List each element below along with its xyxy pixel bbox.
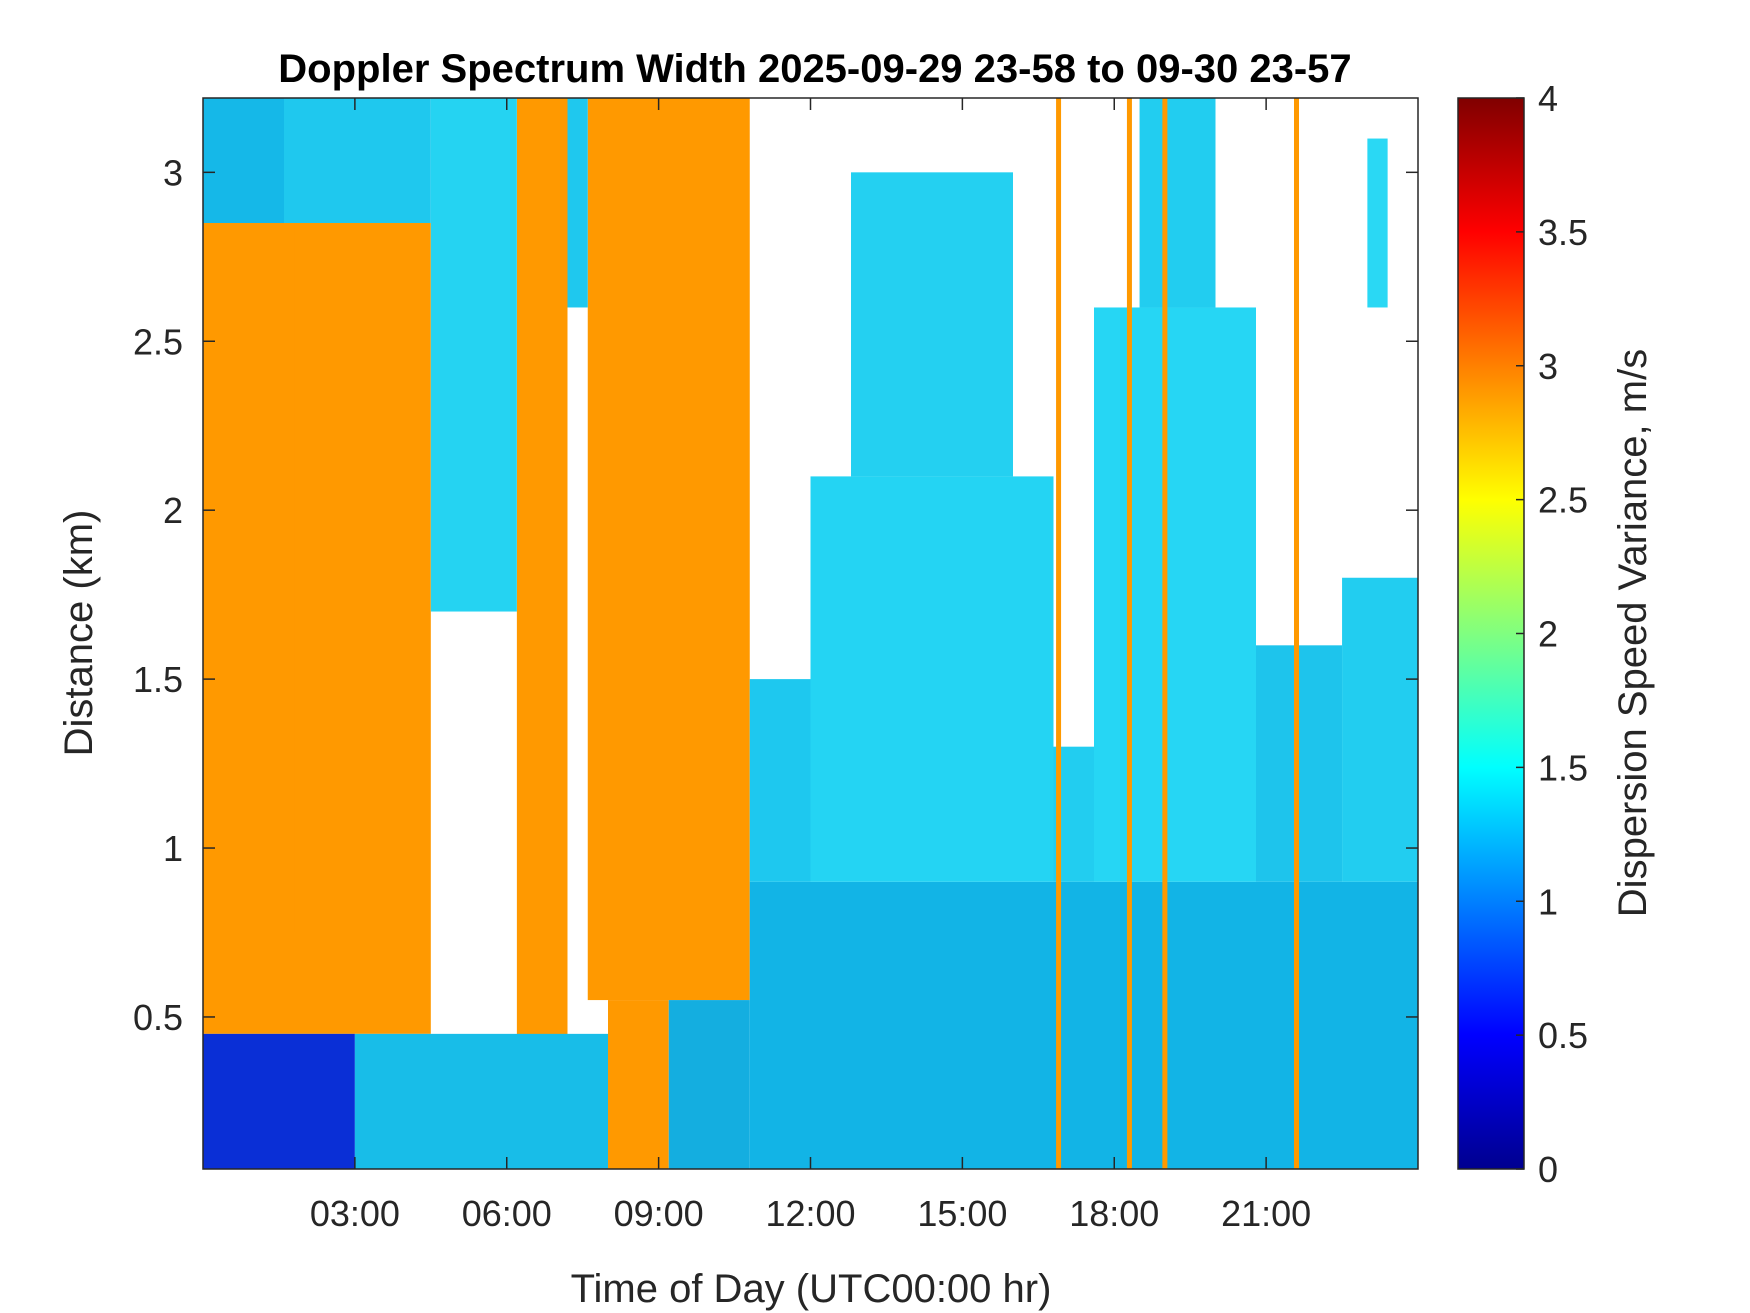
y-axis-title: Distance (km) — [57, 510, 101, 757]
colorbar-ticks: 0 0.5 1 1.5 2 2.5 3 3.5 4 — [1516, 78, 1588, 1190]
heatmap-region-10 — [354, 1033, 608, 1169]
heatmap-region-21 — [1367, 138, 1388, 308]
colorbar-tick-label-2: 1 — [1538, 881, 1558, 922]
x-axis: 03:00 06:00 09:00 12:00 15:00 18:00 21:00 — [310, 98, 1311, 1234]
colorbar-tick-label-1: 0.5 — [1538, 1015, 1588, 1056]
x-tick-label-1: 06:00 — [462, 1193, 552, 1234]
heatmap-region-3 — [587, 98, 750, 1001]
y-tick-label-4: 2.5 — [133, 321, 183, 362]
heatmap-region-18 — [1139, 98, 1216, 308]
heatmap-region-13 — [749, 679, 811, 882]
colorbar-tick-label-4: 2 — [1538, 614, 1558, 655]
y-tick-label-2: 1.5 — [133, 659, 183, 700]
y-tick-label-3: 2 — [163, 490, 183, 531]
x-axis-title: Time of Day (UTC00:00 hr) — [571, 1267, 1052, 1311]
heatmap-region-19 — [1256, 645, 1343, 882]
heatmap-region-6 — [203, 98, 284, 224]
x-tick-label-0: 03:00 — [310, 1193, 400, 1234]
heatmap-region-12 — [749, 881, 1418, 1169]
heatmap-region-14 — [810, 476, 1054, 882]
x-tick-label-4: 15:00 — [917, 1193, 1007, 1234]
heatmap-streak-3 — [1294, 98, 1299, 1169]
heatmap-region-9 — [567, 98, 588, 308]
colorbar-tick-label-5: 2.5 — [1538, 480, 1588, 521]
colorbar-gradient — [1457, 97, 1525, 1170]
x-tick-label-3: 12:00 — [765, 1193, 855, 1234]
heatmap-region-4 — [608, 1000, 669, 1169]
y-tick-label-5: 3 — [163, 152, 183, 193]
heatmap-region-15 — [851, 172, 1013, 477]
heatmap-streaks — [1056, 98, 1299, 1169]
y-axis: 0.5 1 1.5 2 2.5 3 — [133, 152, 1418, 1038]
heatmap-region-17 — [1094, 307, 1256, 882]
heatmap-streak-0 — [1056, 98, 1062, 1169]
heatmap-region-2 — [516, 98, 568, 1169]
heatmap-region-11 — [668, 1000, 750, 1169]
plot-area — [202, 97, 1419, 1170]
colorbar: 0 0.5 1 1.5 2 2.5 3 3.5 4 — [1457, 78, 1588, 1190]
x-tick-label-5: 18:00 — [1069, 1193, 1159, 1234]
colorbar-tick-label-8: 4 — [1538, 78, 1558, 119]
heatmap-region-5 — [203, 1033, 355, 1169]
x-tick-label-2: 09:00 — [614, 1193, 704, 1234]
colorbar-tick-label-6: 3 — [1538, 346, 1558, 387]
y-tick-label-0: 0.5 — [133, 997, 183, 1038]
colorbar-tick-label-7: 3.5 — [1538, 212, 1588, 253]
heatmap-streak-2 — [1162, 98, 1168, 1169]
heatmap-region-1 — [203, 98, 295, 933]
x-tick-label-6: 21:00 — [1221, 1193, 1311, 1234]
heatmap-region-8 — [430, 98, 517, 612]
heatmap-cells — [203, 98, 1418, 1169]
heatmap-region-7 — [284, 98, 431, 224]
colorbar-title: Dispersion Speed Variance, m/s — [1611, 349, 1655, 917]
colorbar-tick-label-3: 1.5 — [1538, 747, 1588, 788]
y-tick-label-1: 1 — [163, 828, 183, 869]
heatmap-streak-1 — [1126, 98, 1132, 1169]
heatmap-region-20 — [1342, 577, 1418, 882]
chart-title: Doppler Spectrum Width 2025-09-29 23-58 … — [278, 47, 1351, 91]
colorbar-tick-label-0: 0 — [1538, 1149, 1558, 1190]
